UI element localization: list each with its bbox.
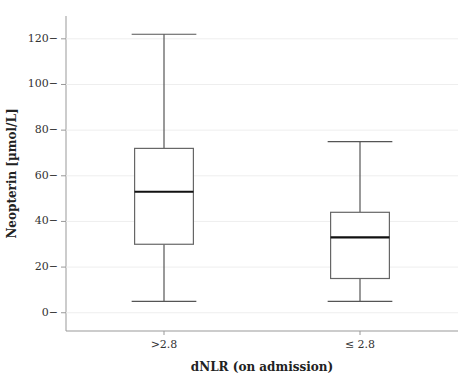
- box-group: [132, 34, 197, 301]
- whisker-low: [163, 244, 164, 301]
- median: [331, 236, 390, 238]
- x-axis: >2.8 ≤ 2.8: [66, 331, 458, 351]
- cap-high: [328, 141, 393, 142]
- y-axis-label: Neopterin [µmol/L]: [5, 108, 19, 238]
- grid-line: [66, 38, 458, 39]
- y-tick: [61, 175, 66, 176]
- y-tick: [61, 38, 66, 39]
- y-axis: 0− 20− 40− 60− 80− 100− 120−: [28, 16, 458, 331]
- whisker-high: [359, 142, 360, 213]
- y-tick-label: 80−: [35, 123, 58, 136]
- y-tick-label: 0−: [42, 306, 58, 319]
- box-group: [328, 142, 393, 302]
- y-tick: [61, 221, 66, 222]
- y-tick: [61, 267, 66, 268]
- chart: 0− 20− 40− 60− 80− 100− 120− >2.8 ≤ 2.8 dNLR (on …: [0, 0, 474, 383]
- x-tick-label: >2.8: [151, 338, 178, 351]
- y-tick: [61, 312, 66, 313]
- cap-low: [328, 301, 393, 302]
- grid-line: [66, 84, 458, 85]
- grid-line: [66, 312, 458, 313]
- cap-high: [132, 34, 197, 35]
- y-axis-line: [66, 16, 67, 331]
- x-tick: [164, 331, 165, 335]
- grid-line: [66, 130, 458, 131]
- y-tick: [61, 84, 66, 85]
- x-axis-label: dNLR (on admission): [191, 360, 333, 374]
- y-tick-label: 20−: [35, 260, 58, 273]
- whisker-high: [163, 34, 164, 148]
- plot-area: [132, 34, 393, 301]
- y-tick-label: 100−: [28, 77, 58, 90]
- y-tick: [61, 130, 66, 131]
- box: [331, 212, 390, 278]
- x-axis-line: [66, 331, 458, 332]
- x-tick-label: ≤ 2.8: [345, 338, 375, 351]
- x-tick: [360, 331, 361, 335]
- box: [135, 148, 194, 244]
- y-tick-label: 120−: [28, 32, 58, 45]
- grid-line: [66, 175, 458, 176]
- cap-low: [132, 301, 197, 302]
- y-tick-label: 40−: [35, 214, 58, 227]
- grid-line: [66, 221, 458, 222]
- y-tick-label: 60−: [35, 169, 58, 182]
- grid-line: [66, 267, 458, 268]
- whisker-low: [359, 279, 360, 302]
- median: [135, 191, 194, 193]
